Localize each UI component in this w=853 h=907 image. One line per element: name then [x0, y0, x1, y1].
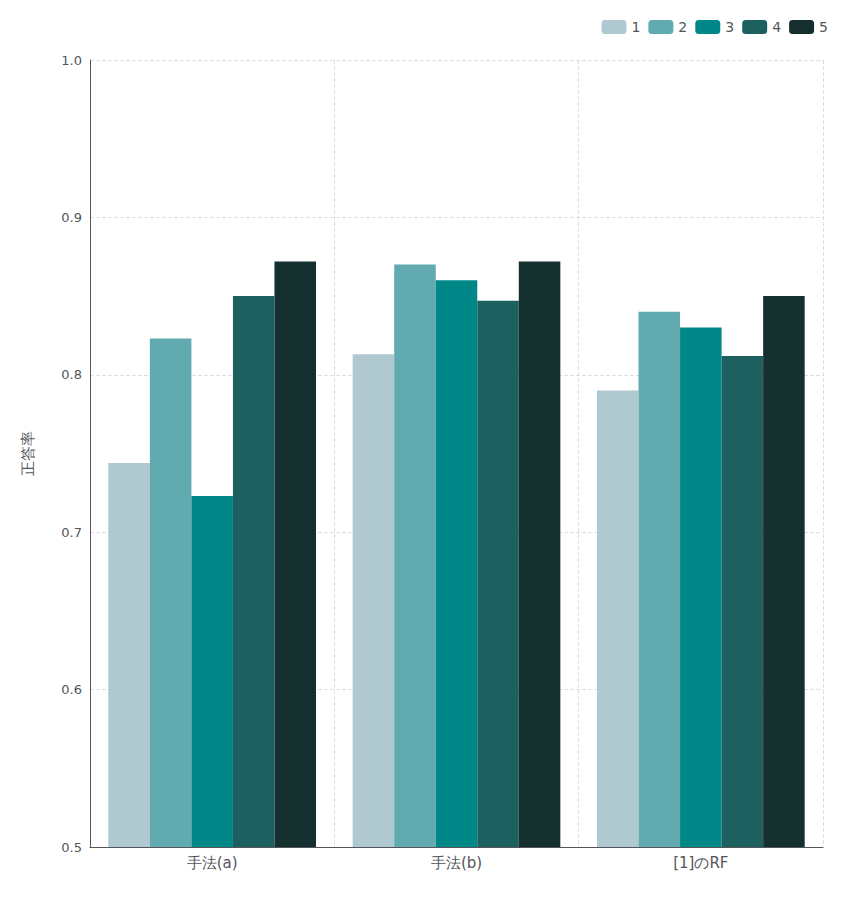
- svg-text:手法(a): 手法(a): [187, 854, 238, 872]
- svg-text:3: 3: [725, 19, 734, 35]
- svg-text:0.5: 0.5: [61, 840, 82, 855]
- svg-text:0.7: 0.7: [61, 525, 82, 540]
- svg-text:5: 5: [819, 19, 828, 35]
- svg-text:[1]のRF: [1]のRF: [673, 854, 728, 872]
- svg-text:0.6: 0.6: [61, 682, 82, 697]
- svg-text:1: 1: [631, 19, 640, 35]
- svg-text:2: 2: [678, 19, 687, 35]
- svg-text:0.8: 0.8: [61, 367, 82, 382]
- svg-text:0.9: 0.9: [61, 210, 82, 225]
- svg-text:正答率: 正答率: [19, 431, 37, 476]
- svg-text:1.0: 1.0: [61, 53, 82, 68]
- svg-text:4: 4: [772, 19, 781, 35]
- svg-text:手法(b): 手法(b): [431, 854, 482, 872]
